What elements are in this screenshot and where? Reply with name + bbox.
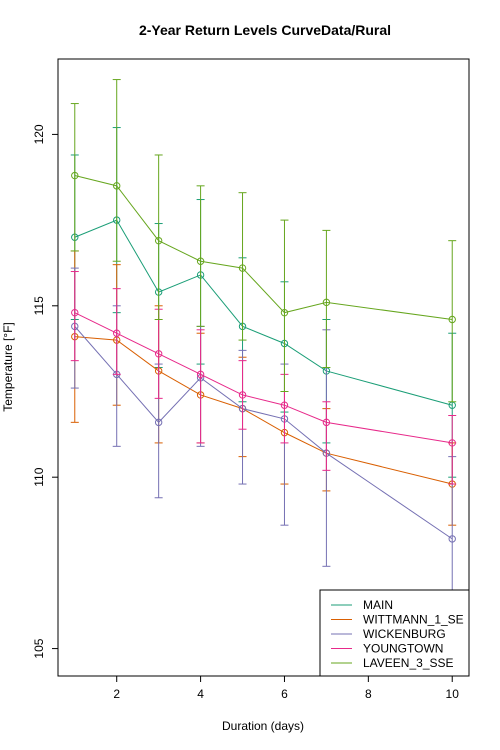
y-tick-label: 120 — [32, 124, 46, 144]
data-point — [322, 418, 331, 427]
legend-box — [319, 589, 470, 677]
data-point — [196, 257, 205, 265]
y-tick-label: 115 — [32, 296, 46, 315]
data-point — [113, 182, 121, 190]
data-point — [154, 236, 163, 245]
x-tick-label: 10 — [446, 687, 460, 701]
x-tick-label: 4 — [197, 687, 204, 701]
data-point — [154, 418, 163, 427]
series-youngtown — [70, 271, 457, 485]
x-tick-label: 8 — [365, 687, 372, 701]
axis-ticks: 2 4 6 8 10 105 110 115 120 — [32, 124, 459, 701]
chart-title: 2-Year Return Levels CurveData/Rural — [139, 22, 391, 38]
series-line — [74, 312, 453, 444]
plot-frame — [57, 58, 470, 677]
data-point — [71, 308, 79, 317]
legend-label: WITTMANN_1_SE — [363, 613, 464, 627]
data-point — [196, 370, 205, 379]
series-main — [70, 127, 457, 478]
data-point — [154, 350, 163, 358]
series-layer — [70, 79, 457, 619]
series-line — [74, 336, 453, 485]
legend-label: YOUNGTOWN — [363, 642, 443, 656]
y-tick-label: 110 — [32, 467, 46, 486]
legend-label: LAVEEN_3_SSE — [363, 656, 454, 670]
legend: MAINWITTMANN_1_SEWICKENBURGYOUNGTOWNLAVE… — [319, 589, 470, 677]
data-point — [280, 308, 289, 317]
data-point — [113, 329, 121, 337]
data-point — [448, 535, 456, 543]
data-point — [280, 401, 289, 409]
data-point — [322, 298, 331, 307]
series-line — [74, 175, 453, 321]
legend-label: WICKENBURG — [363, 627, 446, 641]
series-line — [74, 219, 453, 406]
data-point — [448, 315, 456, 324]
y-axis-label: Temperature [°F] — [1, 322, 15, 412]
x-tick-label: 6 — [281, 687, 288, 701]
data-point — [238, 264, 247, 272]
y-tick-label: 105 — [32, 638, 46, 658]
series-laveen-3-sse — [70, 79, 457, 403]
legend-label: MAIN — [363, 598, 393, 612]
x-tick-label: 2 — [113, 687, 120, 701]
data-point — [71, 171, 79, 180]
x-axis-label: Duration (days) — [222, 719, 304, 733]
series-line — [74, 326, 453, 540]
series-wickenburg — [70, 267, 457, 619]
data-point — [238, 391, 247, 399]
data-point — [448, 439, 456, 447]
